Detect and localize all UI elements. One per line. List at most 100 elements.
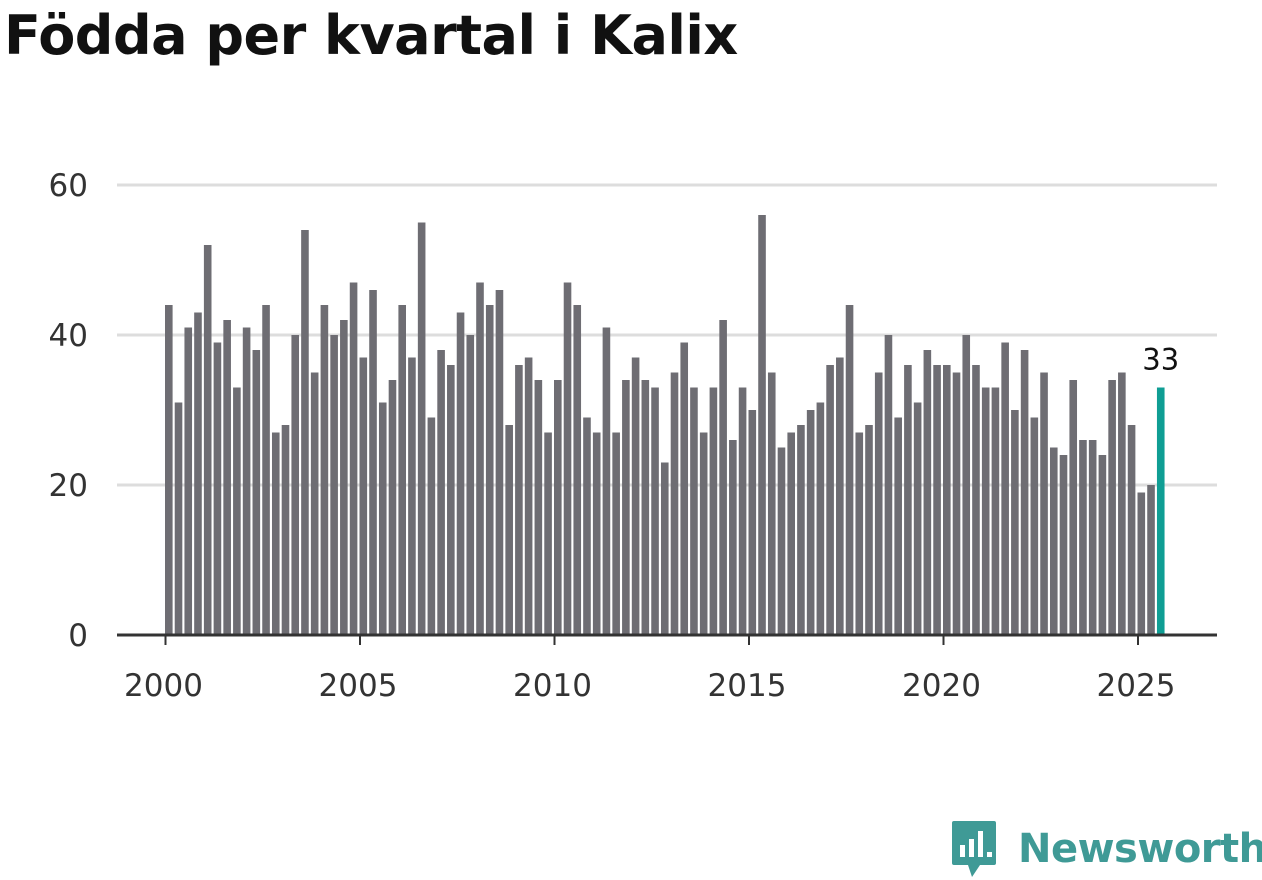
bar <box>1108 380 1116 635</box>
x-tick-label: 2005 <box>319 668 398 704</box>
bar <box>447 365 455 635</box>
bar <box>680 342 689 635</box>
bar <box>194 312 202 635</box>
bar <box>767 372 776 635</box>
bar <box>1127 425 1136 635</box>
bar <box>855 432 864 635</box>
bar <box>242 327 251 635</box>
bar <box>378 402 387 635</box>
bar <box>320 305 329 635</box>
bar <box>748 410 757 635</box>
bar <box>913 402 922 635</box>
bar <box>1137 492 1146 635</box>
bar <box>417 222 426 635</box>
newsworthy-logo-text: Newsworthy <box>1018 826 1262 872</box>
bar <box>495 290 504 635</box>
y-tick-label: 20 <box>49 468 88 504</box>
bar <box>281 425 290 635</box>
bar <box>709 387 718 635</box>
newsworthy-logo-icon <box>952 821 996 877</box>
bar <box>923 350 932 635</box>
bar <box>349 282 358 635</box>
bar <box>884 335 893 635</box>
bar <box>777 447 786 635</box>
bar <box>388 380 397 635</box>
bar <box>1011 410 1019 635</box>
bar <box>223 320 231 635</box>
bar <box>563 282 572 635</box>
bar <box>933 365 941 635</box>
bar <box>174 402 183 635</box>
bar <box>301 230 309 635</box>
bar <box>670 372 679 635</box>
bar <box>1059 455 1068 635</box>
bar <box>729 440 737 635</box>
bar <box>485 305 494 635</box>
bar <box>203 245 212 635</box>
bar <box>1147 485 1155 635</box>
y-tick-label: 0 <box>68 618 88 654</box>
x-tick-label: 2010 <box>513 668 592 704</box>
bar <box>515 365 523 635</box>
bar <box>1049 447 1058 635</box>
bar <box>738 387 747 635</box>
bar <box>972 365 980 635</box>
bar <box>252 350 261 635</box>
bar <box>310 372 319 635</box>
bar <box>641 380 650 635</box>
bar <box>262 305 270 635</box>
bar <box>845 305 854 635</box>
bar <box>1098 455 1107 635</box>
bars <box>165 215 1165 635</box>
bar <box>1030 417 1039 635</box>
y-tick-labels: 0 20 40 60 <box>49 168 88 654</box>
x-axis <box>117 633 1217 645</box>
bar <box>271 432 280 635</box>
x-tick-label: 2020 <box>902 668 981 704</box>
bar <box>816 402 825 635</box>
x-tick-labels: 2000 2005 2010 2015 2020 2025 <box>124 668 1175 704</box>
bar <box>991 387 1000 635</box>
bar <box>1079 440 1087 635</box>
y-tick-label: 40 <box>49 318 88 354</box>
bar <box>952 372 961 635</box>
bar <box>865 425 873 635</box>
last-bar-value-label: 33 <box>1142 343 1179 377</box>
bar-highlight <box>1156 387 1165 635</box>
bar <box>466 335 475 635</box>
bar <box>874 372 883 635</box>
bar <box>631 357 640 635</box>
bar <box>943 365 951 635</box>
bar <box>719 320 727 635</box>
bar <box>408 357 416 635</box>
bar <box>534 380 543 635</box>
bar <box>660 462 669 635</box>
x-tick-label: 2000 <box>124 668 203 704</box>
bar <box>1020 350 1029 635</box>
bar <box>622 380 630 635</box>
bar <box>699 432 708 635</box>
bar <box>456 312 465 635</box>
x-tick-label: 2015 <box>708 668 787 704</box>
bar <box>651 387 659 635</box>
bar <box>797 425 805 635</box>
bar <box>291 335 300 635</box>
bar <box>165 305 173 635</box>
bar <box>894 417 902 635</box>
bar <box>476 282 484 635</box>
bar <box>690 387 698 635</box>
bar <box>1040 372 1048 635</box>
bar <box>1118 372 1126 635</box>
x-tick-label: 2025 <box>1097 668 1176 704</box>
bar <box>836 357 844 635</box>
bar <box>1069 380 1078 635</box>
bar <box>981 387 990 635</box>
newsworthy-logo: Newsworthy <box>950 818 1262 880</box>
bar <box>573 305 582 635</box>
bar <box>592 432 601 635</box>
bar <box>806 410 815 635</box>
bar <box>359 357 368 635</box>
bar <box>330 335 338 635</box>
bar <box>554 380 562 635</box>
